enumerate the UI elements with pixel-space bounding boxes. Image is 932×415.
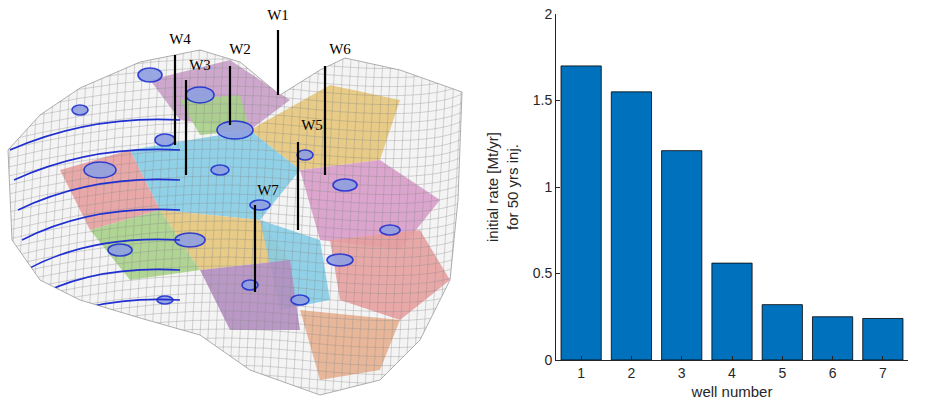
svg-text:well number: well number xyxy=(691,383,773,400)
svg-text:W6: W6 xyxy=(329,41,351,57)
svg-text:W2: W2 xyxy=(229,41,251,57)
svg-text:W5: W5 xyxy=(301,117,323,133)
svg-text:initial rate [Mt/yr]for 50 yrs: initial rate [Mt/yr]for 50 yrs inj. xyxy=(484,132,521,242)
svg-text:2: 2 xyxy=(544,6,552,22)
svg-text:2: 2 xyxy=(628,365,636,381)
svg-text:W1: W1 xyxy=(267,7,289,23)
svg-text:W4: W4 xyxy=(169,31,191,47)
svg-text:0.5: 0.5 xyxy=(533,265,553,281)
svg-text:1: 1 xyxy=(577,365,585,381)
svg-text:1: 1 xyxy=(544,179,552,195)
svg-text:0: 0 xyxy=(544,352,552,368)
svg-text:5: 5 xyxy=(778,365,786,381)
svg-text:6: 6 xyxy=(829,365,837,381)
svg-text:3: 3 xyxy=(678,365,686,381)
svg-text:1.5: 1.5 xyxy=(533,92,553,108)
svg-text:7: 7 xyxy=(879,365,887,381)
svg-text:4: 4 xyxy=(728,365,736,381)
svg-text:W7: W7 xyxy=(257,182,279,198)
svg-text:W3: W3 xyxy=(189,57,211,73)
